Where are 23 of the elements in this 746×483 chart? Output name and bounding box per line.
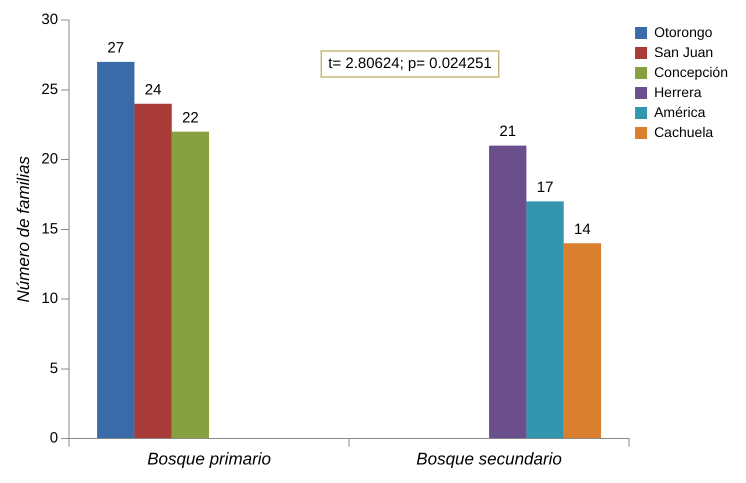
legend-label: Cachuela [654,124,714,140]
y-tick-label: 30 [41,11,58,28]
annotation: t= 2.80624; p= 0.024251 [328,55,492,72]
x-tick-label: Bosque primario [147,450,271,469]
y-tick-label: 20 [41,150,58,168]
legend-label: Herrera [654,84,702,100]
y-tick-label: 5 [50,360,58,377]
y-tick-label: 10 [41,290,58,308]
legend-label: Otorongo [654,24,713,40]
data-label: 24 [144,81,162,98]
y-tick-label: 25 [41,80,58,98]
data-label: 14 [574,220,591,238]
y-tick-label: 0 [50,430,58,447]
y-axis-title: Número de familias [14,156,33,303]
legend-label: Concepción [654,64,728,80]
legend-label: América [654,104,706,120]
data-label: 17 [536,179,554,196]
legend-label: San Juan [654,44,714,60]
data-label: 27 [107,40,124,56]
data-label: 21 [499,123,516,140]
y-tick-label: 15 [41,220,58,238]
data-label: 22 [182,109,199,126]
x-tick-label: Bosque secundario [416,450,562,469]
